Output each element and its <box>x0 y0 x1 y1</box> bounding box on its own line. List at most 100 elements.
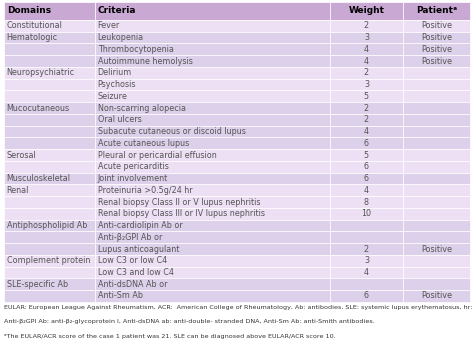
Text: 2: 2 <box>364 104 369 113</box>
Bar <box>4 161 95 173</box>
Text: Domains: Domains <box>7 6 51 15</box>
Bar <box>402 231 470 243</box>
Bar <box>402 278 470 290</box>
Bar <box>95 255 330 267</box>
Bar <box>402 173 470 184</box>
Bar <box>330 2 402 20</box>
Bar <box>330 138 402 149</box>
Bar <box>4 20 95 32</box>
Text: Neuropsychiatric: Neuropsychiatric <box>7 68 75 77</box>
Bar <box>4 149 95 161</box>
Bar <box>402 208 470 220</box>
Text: Renal biopsy Class III or IV lupus nephritis: Renal biopsy Class III or IV lupus nephr… <box>98 209 264 218</box>
Bar <box>402 32 470 44</box>
Bar <box>4 91 95 102</box>
Text: 2: 2 <box>364 68 369 77</box>
Text: Pleural or pericardial effusion: Pleural or pericardial effusion <box>98 151 216 160</box>
Bar <box>95 278 330 290</box>
Bar <box>330 126 402 138</box>
Text: Proteinuria >0.5g/24 hr: Proteinuria >0.5g/24 hr <box>98 186 192 195</box>
Text: 3: 3 <box>364 33 369 42</box>
Text: Criteria: Criteria <box>98 6 136 15</box>
Bar <box>95 126 330 138</box>
Text: 10: 10 <box>362 209 372 218</box>
Bar <box>4 55 95 67</box>
Bar <box>4 196 95 208</box>
Bar <box>330 184 402 196</box>
Bar <box>95 173 330 184</box>
Text: 5: 5 <box>364 151 369 160</box>
Bar <box>95 79 330 91</box>
Text: Antiphospholipid Ab: Antiphospholipid Ab <box>7 221 87 230</box>
Bar <box>95 44 330 55</box>
Text: 5: 5 <box>364 92 369 101</box>
Text: Thrombocytopenia: Thrombocytopenia <box>98 45 173 54</box>
Text: Weight: Weight <box>348 6 384 15</box>
Text: 4: 4 <box>364 186 369 195</box>
Text: Serosal: Serosal <box>7 151 36 160</box>
Bar <box>4 278 95 290</box>
Bar <box>95 20 330 32</box>
Text: Anti-dsDNA Ab or: Anti-dsDNA Ab or <box>98 280 167 289</box>
Text: ᵃThe EULAR/ACR score of the case 1 patient was 21. SLE can be diagnosed above EU: ᵃThe EULAR/ACR score of the case 1 patie… <box>4 334 336 339</box>
Bar <box>4 138 95 149</box>
Text: Positive: Positive <box>421 245 452 253</box>
Text: 6: 6 <box>364 174 369 183</box>
Bar <box>330 278 402 290</box>
Text: Delirium: Delirium <box>98 68 132 77</box>
Bar <box>402 20 470 32</box>
Bar <box>330 161 402 173</box>
Bar <box>95 196 330 208</box>
Bar <box>330 196 402 208</box>
Bar <box>95 161 330 173</box>
Bar <box>402 138 470 149</box>
Bar <box>330 20 402 32</box>
Text: Anti-β₂GPI Ab or: Anti-β₂GPI Ab or <box>98 233 162 242</box>
Bar <box>4 208 95 220</box>
Bar <box>4 255 95 267</box>
Text: 6: 6 <box>364 291 369 300</box>
Bar <box>95 67 330 79</box>
Bar <box>4 67 95 79</box>
Text: Patientᵃ: Patientᵃ <box>416 6 457 15</box>
Bar <box>330 67 402 79</box>
Bar <box>330 243 402 255</box>
Text: Seizure: Seizure <box>98 92 128 101</box>
Bar <box>402 184 470 196</box>
Text: Positive: Positive <box>421 33 452 42</box>
Bar <box>402 149 470 161</box>
Text: Complement protein: Complement protein <box>7 256 90 265</box>
Bar <box>4 220 95 231</box>
Bar <box>330 44 402 55</box>
Bar <box>402 161 470 173</box>
Bar <box>402 290 470 302</box>
Bar <box>95 32 330 44</box>
Text: 2: 2 <box>364 21 369 31</box>
Bar <box>402 91 470 102</box>
Bar <box>330 32 402 44</box>
Bar <box>402 220 470 231</box>
Text: Non-scarring alopecia: Non-scarring alopecia <box>98 104 186 113</box>
Text: Subacute cutaneous or discoid lupus: Subacute cutaneous or discoid lupus <box>98 127 246 136</box>
Bar <box>402 79 470 91</box>
Text: Autoimmune hemolysis: Autoimmune hemolysis <box>98 57 192 66</box>
Text: Lupus anticoagulant: Lupus anticoagulant <box>98 245 179 253</box>
Text: 6: 6 <box>364 162 369 171</box>
Bar <box>4 267 95 278</box>
Bar <box>402 243 470 255</box>
Text: 4: 4 <box>364 127 369 136</box>
Bar <box>402 2 470 20</box>
Bar <box>95 138 330 149</box>
Text: 3: 3 <box>364 80 369 89</box>
Bar <box>330 267 402 278</box>
Bar <box>95 149 330 161</box>
Text: Low C3 or low C4: Low C3 or low C4 <box>98 256 167 265</box>
Text: EULAR: European League Against Rheumatism, ACR:  American College of Rheumatolog: EULAR: European League Against Rheumatis… <box>4 305 474 310</box>
Text: Positive: Positive <box>421 45 452 54</box>
Bar <box>4 290 95 302</box>
Text: Psychosis: Psychosis <box>98 80 136 89</box>
Text: Musculoskeletal: Musculoskeletal <box>7 174 71 183</box>
Text: 6: 6 <box>364 139 369 148</box>
Bar <box>330 79 402 91</box>
Text: Oral ulcers: Oral ulcers <box>98 115 141 124</box>
